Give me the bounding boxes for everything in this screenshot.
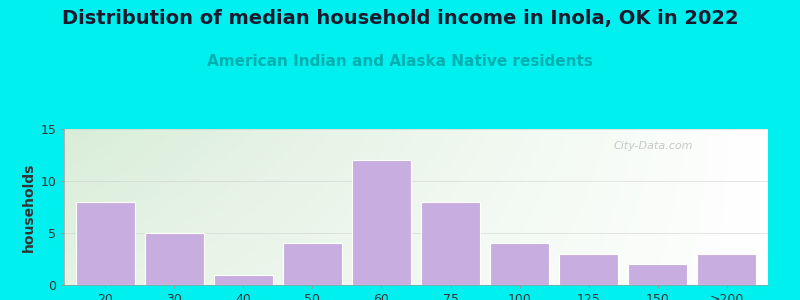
Bar	[490, 243, 549, 285]
Bar	[214, 274, 273, 285]
Text: American Indian and Alaska Native residents: American Indian and Alaska Native reside…	[207, 54, 593, 69]
Text: City-Data.com: City-Data.com	[613, 142, 693, 152]
Bar	[76, 202, 134, 285]
Bar	[628, 264, 687, 285]
Bar	[283, 243, 342, 285]
Text: Distribution of median household income in Inola, OK in 2022: Distribution of median household income …	[62, 9, 738, 28]
Bar	[559, 254, 618, 285]
Y-axis label: households: households	[22, 162, 36, 252]
Bar	[421, 202, 480, 285]
Bar	[145, 233, 204, 285]
Bar	[352, 160, 411, 285]
Bar	[698, 254, 756, 285]
